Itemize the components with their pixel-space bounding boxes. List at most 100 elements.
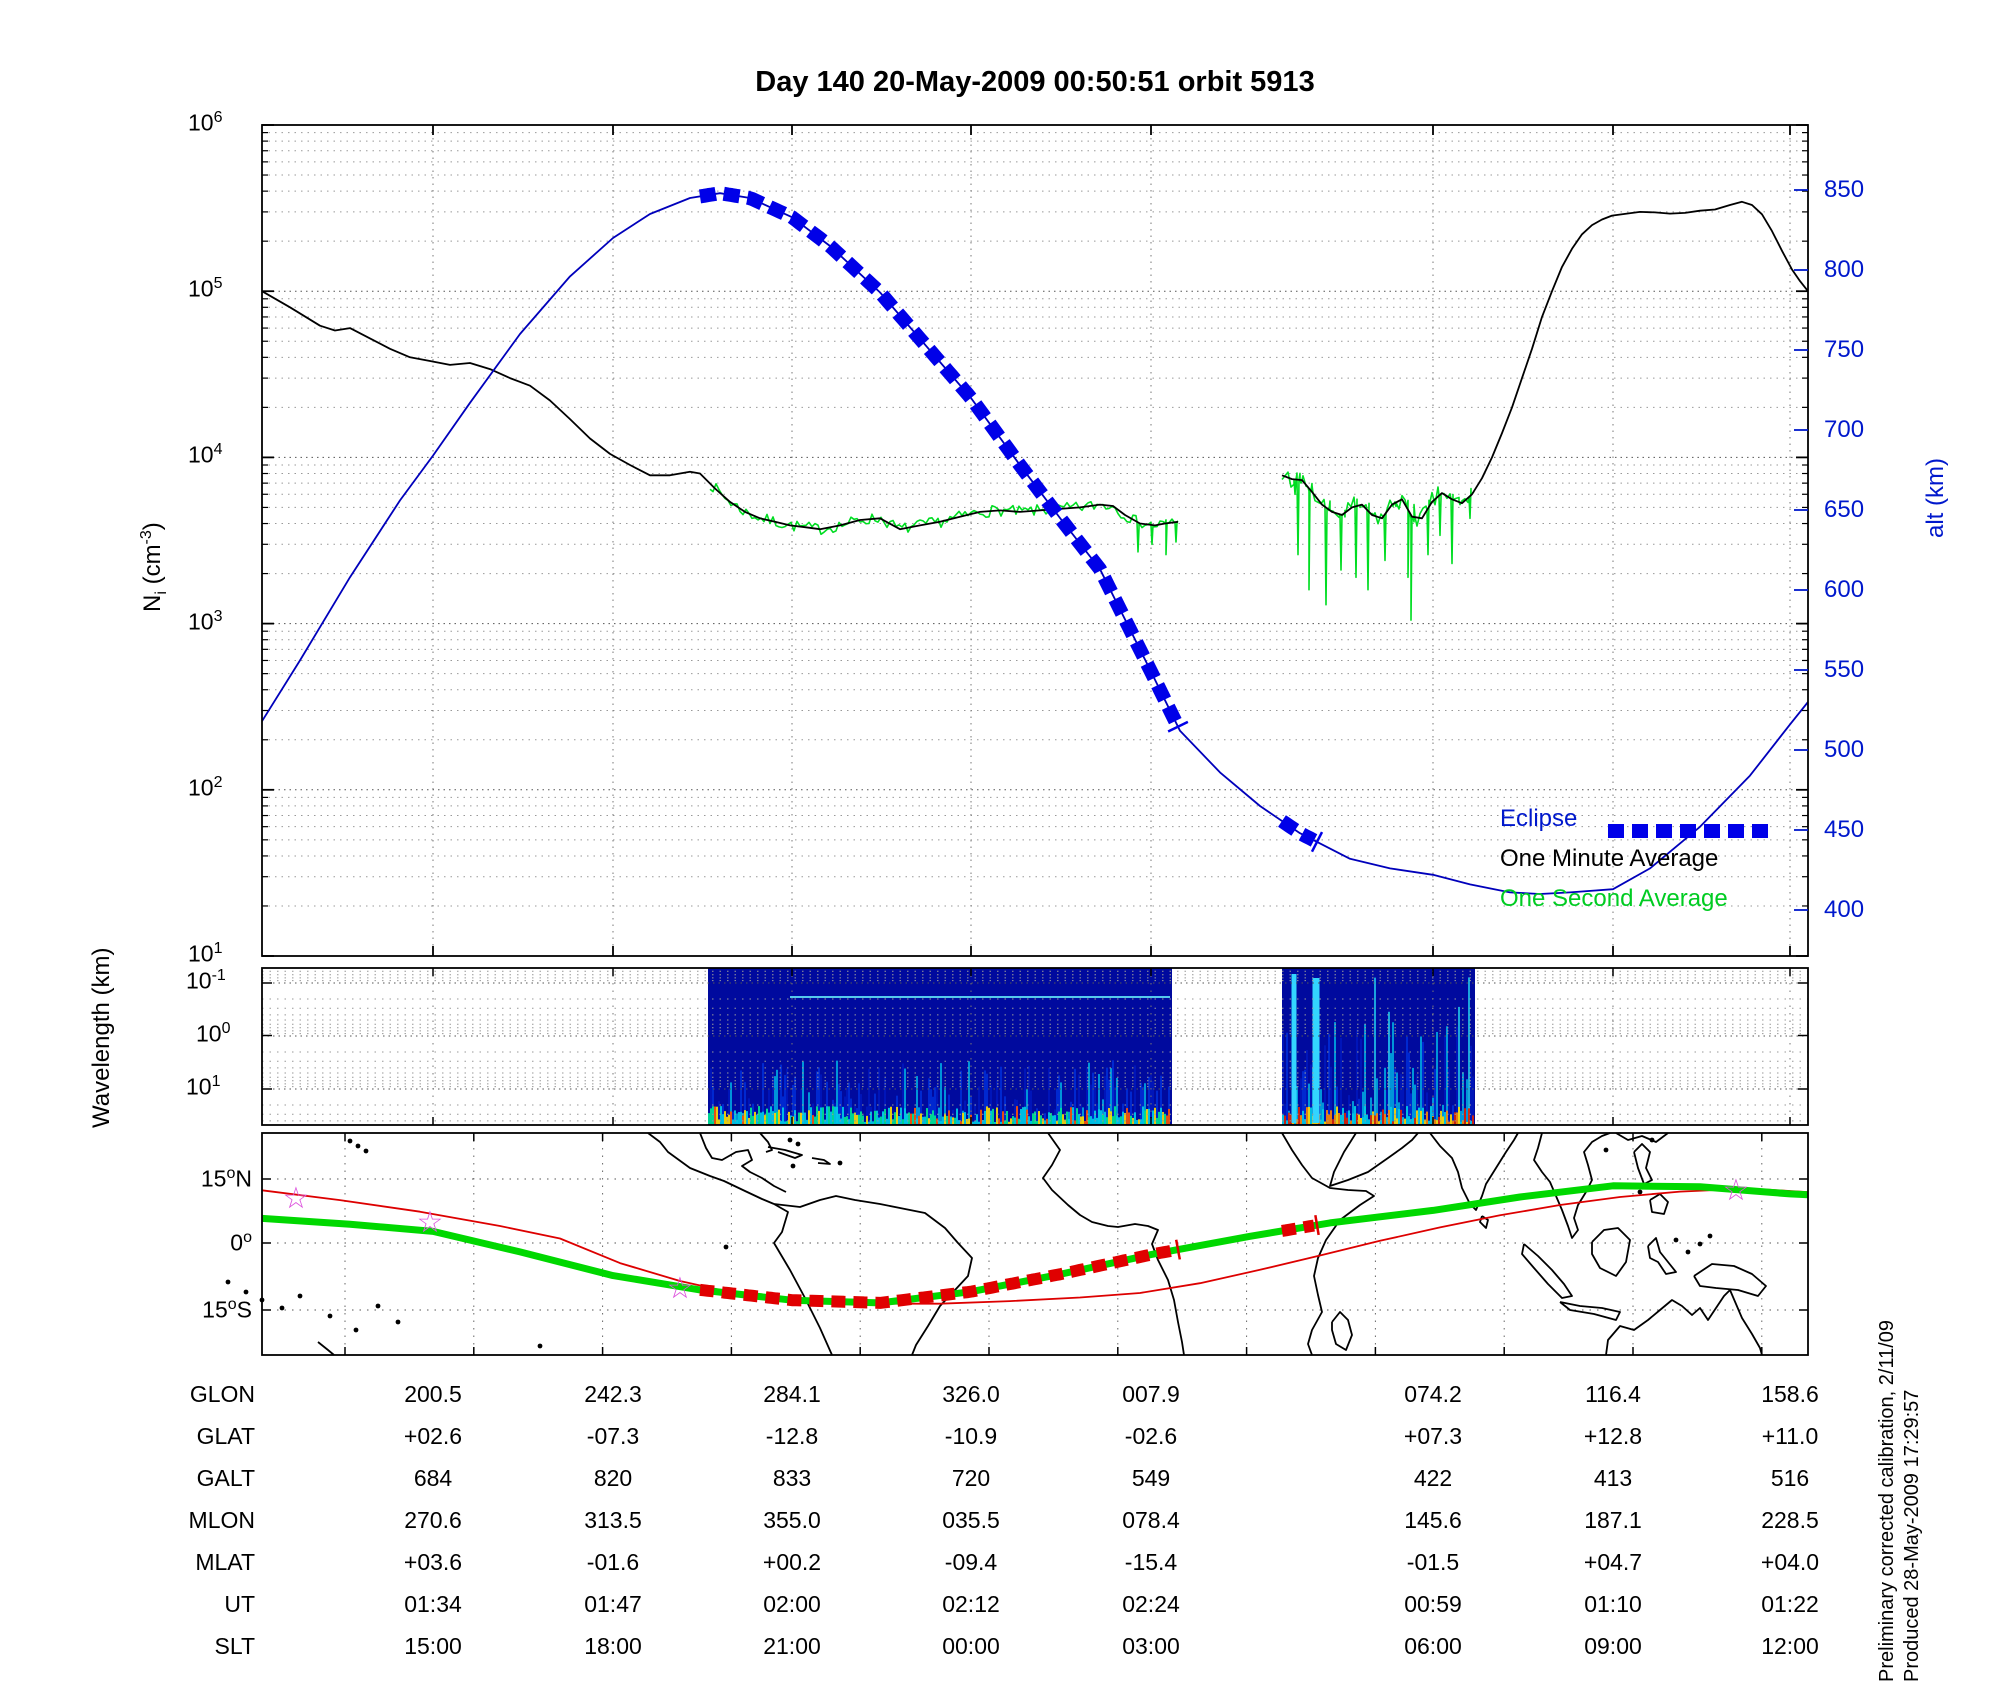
left-axis-label: Ni (cm-3) <box>138 522 170 612</box>
continent-outline <box>1615 1132 1669 1143</box>
map-eclipse-dashes <box>1280 1219 1316 1237</box>
table-cell: 158.6 <box>1761 1381 1819 1407</box>
table-cell: -10.9 <box>944 1423 998 1449</box>
table-cell: 270.6 <box>404 1507 462 1533</box>
island-dot <box>1697 1241 1703 1247</box>
continent-outline <box>1429 1132 1519 1211</box>
table-row-label: SLT <box>214 1633 255 1659</box>
table-cell: 00:00 <box>942 1633 1000 1659</box>
table-cell: 18:00 <box>584 1633 642 1659</box>
y-right-tick-label: 750 <box>1824 336 1865 363</box>
y-left-tick-label: 101 <box>188 940 223 967</box>
table-row-label: GALT <box>196 1465 255 1491</box>
continent-outline <box>1605 1289 1763 1356</box>
table-cell: 06:00 <box>1404 1633 1462 1659</box>
island-dot <box>327 1313 333 1319</box>
island-dot <box>279 1305 285 1311</box>
table-cell: +04.7 <box>1583 1549 1643 1575</box>
table-cell: 549 <box>1131 1465 1171 1491</box>
table-cell: 200.5 <box>404 1381 462 1407</box>
continent-outline <box>1693 1263 1767 1297</box>
continent-outline <box>647 1132 775 1205</box>
table-cell: 326.0 <box>942 1381 1000 1407</box>
table-cell: +02.6 <box>403 1423 463 1449</box>
map-eclipse-end-tick <box>1174 1239 1182 1260</box>
continent-outline <box>773 1203 833 1356</box>
map-lat-label: 15oN <box>200 1165 252 1192</box>
wave-tick-label: 100 <box>196 1019 231 1047</box>
table-cell: +00.2 <box>762 1549 822 1575</box>
continent-outline <box>759 1132 773 1153</box>
produced-note: Produced 28-May-2009 17:29:57 <box>1901 1389 1923 1682</box>
continent-outline <box>1591 1227 1631 1277</box>
wave-tick-label: 101 <box>186 1073 221 1100</box>
table-cell: 078.4 <box>1122 1507 1180 1533</box>
calibration-note: Preliminary corrected calibration, 2/11/… <box>1876 1319 1898 1682</box>
legend-one-second-label: One Second Average <box>1500 885 1728 912</box>
continent-outline <box>773 1195 973 1356</box>
continent-outline <box>699 1132 787 1193</box>
table-cell: 242.3 <box>584 1381 642 1407</box>
legend-eclipse-label: Eclipse <box>1500 805 1578 832</box>
table-cell: 09:00 <box>1584 1633 1642 1659</box>
y-right-tick-label: 850 <box>1824 176 1865 203</box>
table-cell: 02:00 <box>763 1591 821 1617</box>
figure-title: Day 140 20-May-2009 00:50:51 orbit 5913 <box>755 66 1315 98</box>
table-cell: 284.1 <box>763 1381 821 1407</box>
table-cell: -02.6 <box>1124 1423 1178 1449</box>
continent-outline <box>1042 1132 1185 1356</box>
continent-outline <box>1329 1132 1419 1187</box>
table-cell: 833 <box>772 1465 812 1491</box>
map-lat-label: 0o <box>230 1229 252 1256</box>
island-dot <box>243 1289 249 1295</box>
table-cell: -12.8 <box>765 1423 819 1449</box>
table-cell: 228.5 <box>1761 1507 1819 1533</box>
table-cell: 01:47 <box>584 1591 642 1617</box>
island-dot <box>297 1293 303 1299</box>
star-marker: ☆ <box>1723 1173 1750 1208</box>
wave-tick-label: 10-1 <box>186 967 226 994</box>
table-cell: 21:00 <box>763 1633 821 1659</box>
table-cell: 01:22 <box>1761 1591 1819 1617</box>
table-cell: +12.8 <box>1583 1423 1643 1449</box>
eclipse-end-tick <box>1167 720 1189 733</box>
table-cell: 02:24 <box>1122 1591 1180 1617</box>
map-eclipse-dashes <box>698 1244 1178 1309</box>
eclipse-end-tick <box>1310 831 1324 853</box>
island-dot <box>787 1137 793 1143</box>
y-right-tick-label: 400 <box>1824 896 1865 923</box>
table-cell: 516 <box>1770 1465 1810 1491</box>
table-cell: -01.6 <box>586 1549 640 1575</box>
eclipse-dashes <box>1278 815 1318 847</box>
continent-outline <box>1533 1132 1611 1239</box>
island-dot <box>723 1244 729 1250</box>
island-dot <box>225 1279 231 1285</box>
table-cell: +03.6 <box>403 1549 463 1575</box>
table-cell: 720 <box>951 1465 991 1491</box>
table-row-label: UT <box>224 1591 255 1617</box>
wavelength-axis-label: Wavelength (km) <box>88 947 115 1129</box>
y-left-tick-label: 106 <box>188 109 223 136</box>
continent-outline <box>1647 1237 1677 1275</box>
island-dot <box>375 1303 381 1309</box>
table-cell: 116.4 <box>1585 1381 1641 1407</box>
table-cell: 145.6 <box>1404 1507 1462 1533</box>
table-cell: 15:00 <box>404 1633 462 1659</box>
map-eclipse-end-tick <box>1314 1215 1320 1236</box>
continent-outline <box>1281 1132 1375 1356</box>
y-left-tick-label: 103 <box>188 607 223 635</box>
table-cell: 355.0 <box>763 1507 821 1533</box>
table-cell: 684 <box>413 1465 453 1491</box>
star-marker: ☆ <box>283 1181 310 1216</box>
island-dot <box>1673 1237 1679 1243</box>
continent-outline <box>811 1157 831 1165</box>
island-dot <box>837 1160 843 1166</box>
continent-outline <box>767 1146 803 1159</box>
right-axis-label: alt (km) <box>1922 458 1949 538</box>
table-cell: -09.4 <box>944 1549 998 1575</box>
map-panel-border <box>261 1132 1809 1356</box>
map-lat-label: 15oS <box>202 1296 252 1323</box>
continent-outline <box>1331 1311 1353 1351</box>
table-cell: 00:59 <box>1404 1591 1462 1617</box>
